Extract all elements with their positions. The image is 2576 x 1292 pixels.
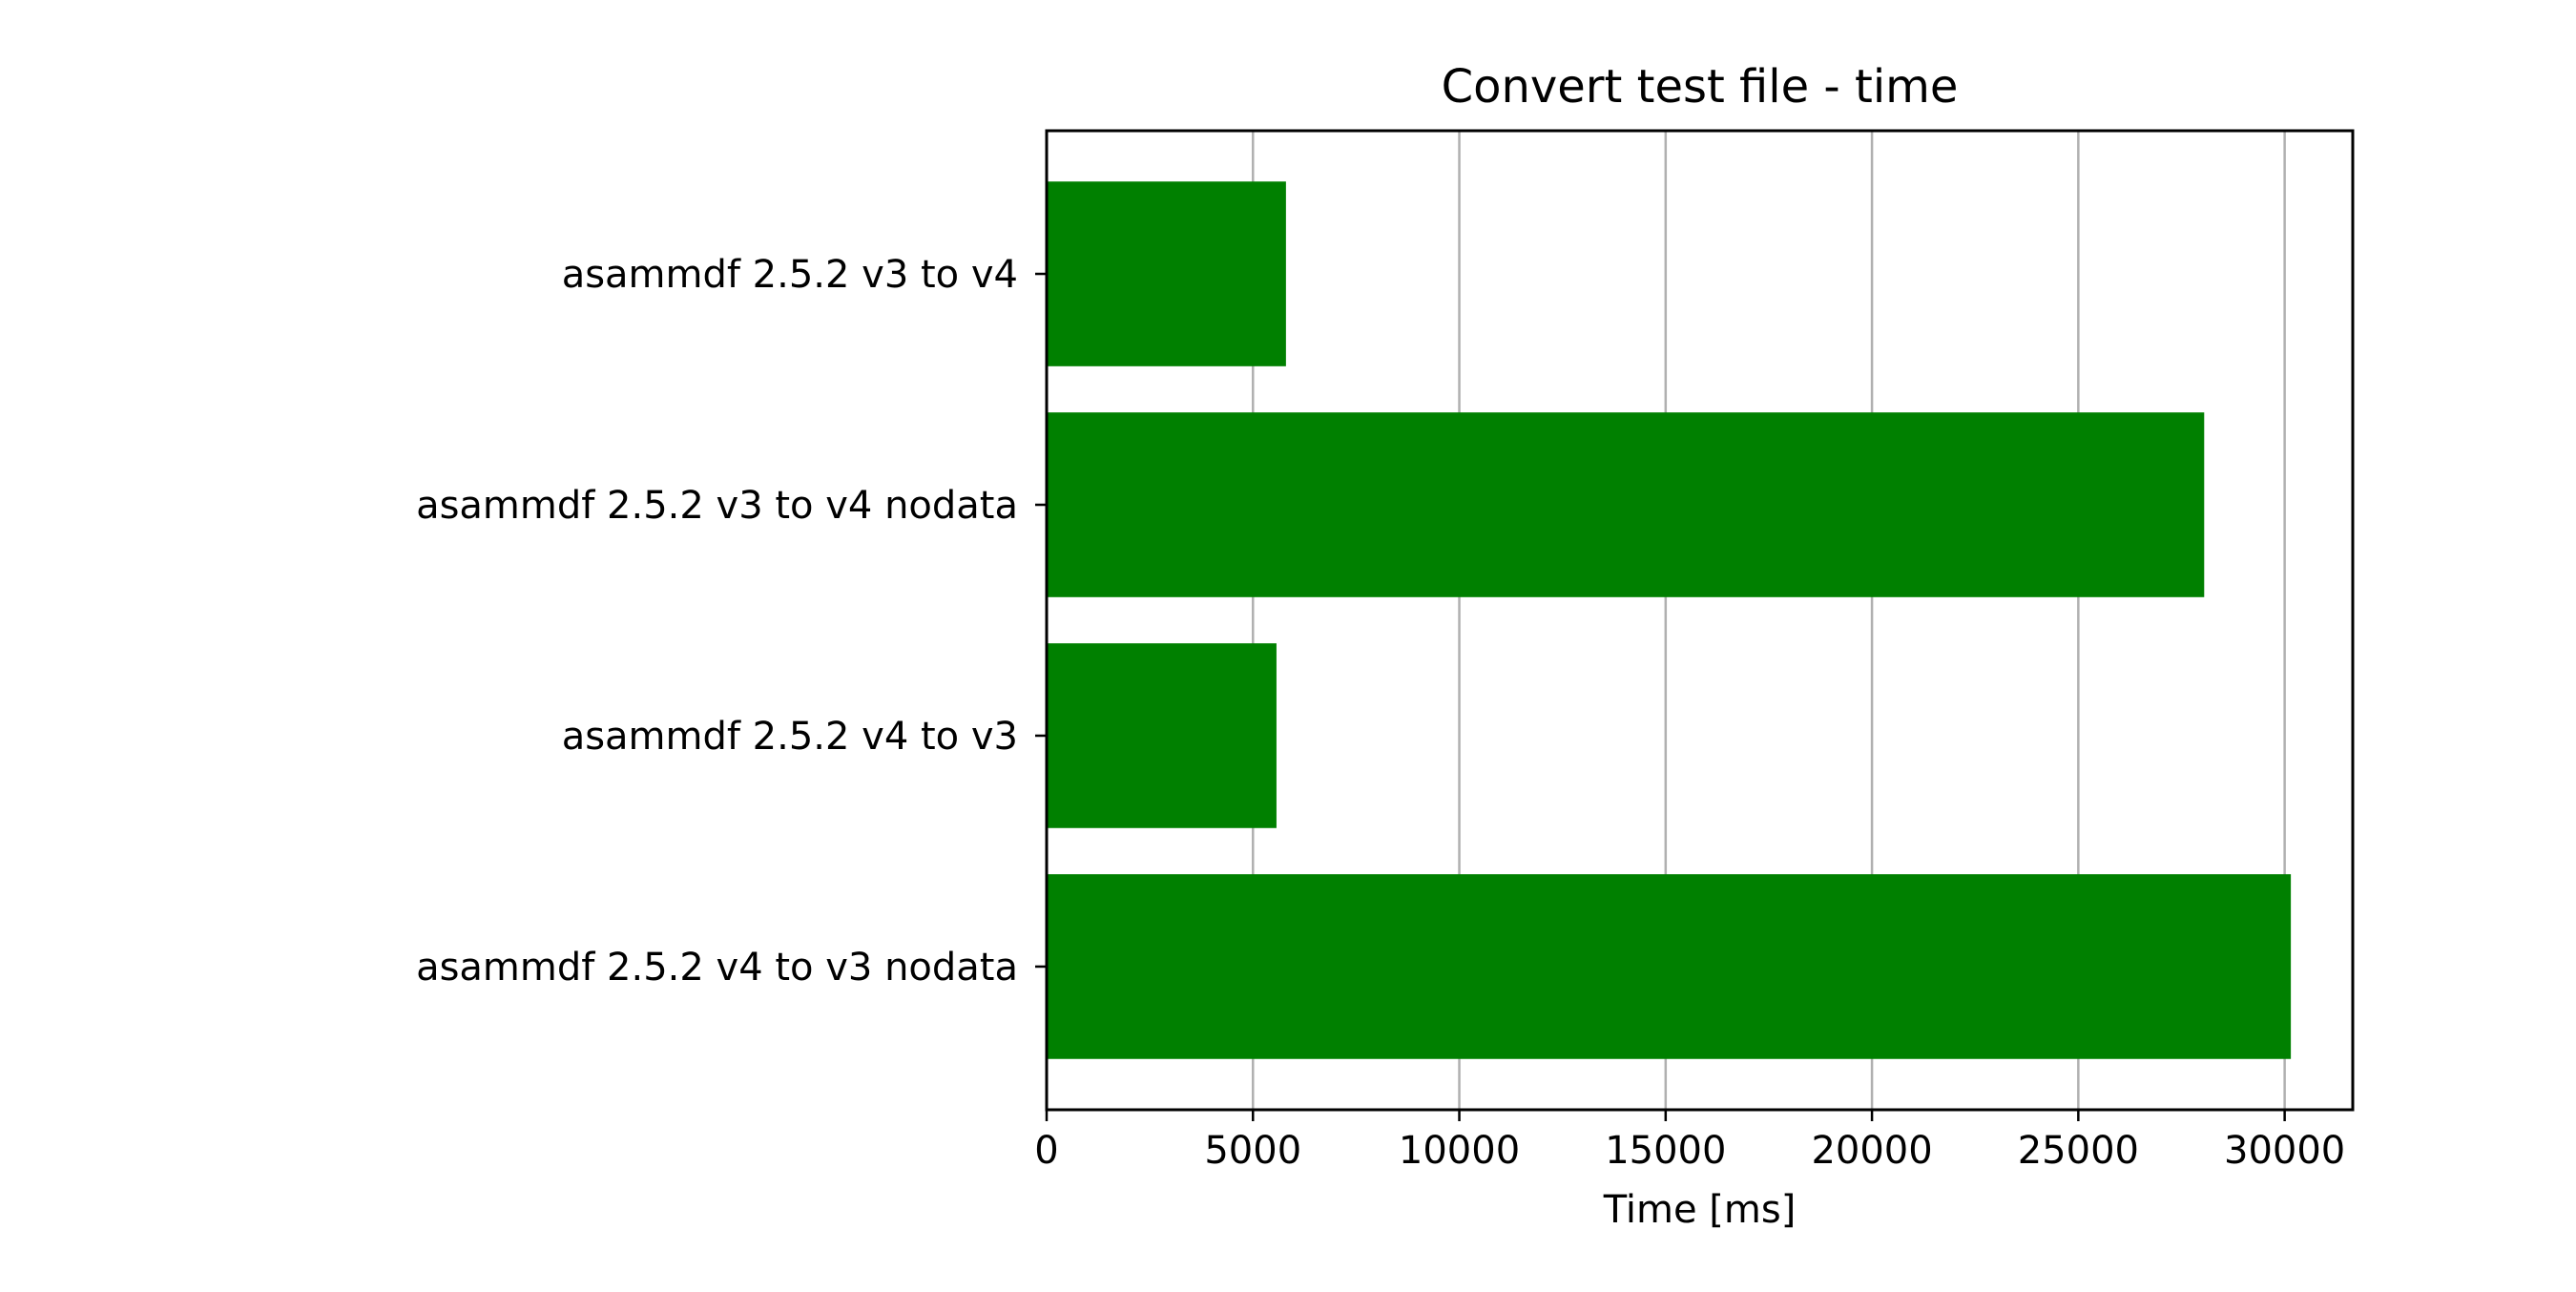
x-tick-label: 0 [1034,1129,1058,1173]
y-axis-ticks: asammdf 2.5.2 v3 to v4 asammdf 2.5.2 v3 t… [416,253,1047,990]
plot-frame [1045,129,2355,1112]
x-tick-label: 10000 [1399,1129,1520,1173]
bar [1047,181,1286,366]
y-tick-label: asammdf 2.5.2 v3 to v4 nodata [416,484,1018,528]
bar [1047,643,1277,828]
x-tick-label: 25000 [2018,1129,2139,1173]
bars [1047,181,2292,1059]
y-tick-label: asammdf 2.5.2 v4 to v3 nodata [416,946,1018,990]
x-tick-label: 30000 [2224,1129,2345,1173]
bar [1047,412,2205,597]
x-axis-label: Time [ms] [1603,1188,1797,1232]
bar [1047,874,2292,1059]
y-tick-label: asammdf 2.5.2 v4 to v3 [562,715,1018,759]
chart-title: Convert test file - time [1442,60,1959,114]
x-tick-label: 5000 [1204,1129,1301,1173]
x-axis-ticks: 0 5000 10000 15000 20000 25000 30000 [1034,1110,2345,1173]
x-tick-label: 20000 [1811,1129,1932,1173]
y-tick-label: asammdf 2.5.2 v3 to v4 [562,253,1018,297]
x-tick-label: 15000 [1605,1129,1726,1173]
